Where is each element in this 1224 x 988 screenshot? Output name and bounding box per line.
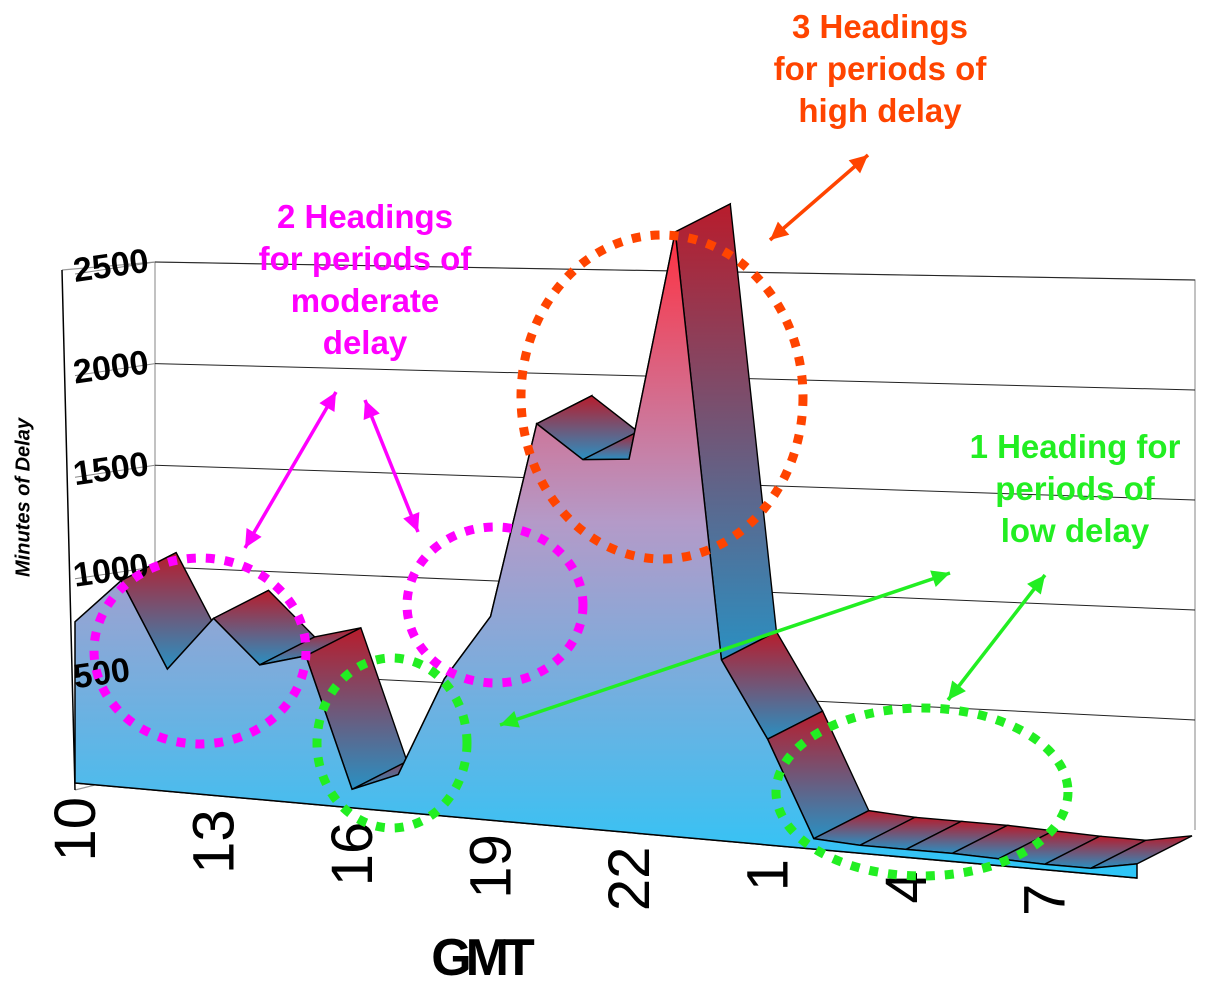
- y-tick-label: 2000: [71, 343, 151, 391]
- y-axis-label: Minutes of Delay: [13, 398, 36, 598]
- x-tick-label: 7: [1013, 884, 1078, 916]
- arrowhead: [948, 680, 966, 700]
- x-tick-label: 19: [459, 834, 524, 899]
- arrowhead: [1027, 575, 1045, 595]
- low-delay-arrow-2: [948, 575, 1045, 700]
- x-tick-label: 13: [182, 809, 247, 874]
- annotation-moderate-line: delay: [195, 322, 535, 364]
- moderate-delay-arrow-1: [245, 392, 336, 548]
- annotation-moderate-line: for periods of: [195, 238, 535, 280]
- annotation-low-line: low delay: [925, 510, 1224, 552]
- moderate-delay-arrow-2: [365, 400, 418, 532]
- annotation-low-delay: 1 Heading for periods of low delay: [925, 426, 1224, 552]
- annotation-moderate-delay: 2 Headings for periods of moderate delay: [195, 196, 535, 364]
- x-tick-label: 22: [597, 847, 662, 912]
- annotation-low-line: periods of: [925, 468, 1224, 510]
- high-delay-arrow: [770, 155, 868, 240]
- annotation-low-line: 1 Heading for: [925, 426, 1224, 468]
- annotation-moderate-line: 2 Headings: [195, 196, 535, 238]
- x-tick-label: 16: [320, 822, 385, 887]
- annotation-moderate-line: moderate: [195, 280, 535, 322]
- x-tick-label: 10: [43, 797, 108, 862]
- arrowhead: [930, 571, 950, 587]
- y-tick-label: 2500: [71, 242, 151, 290]
- annotation-high-line: high delay: [720, 90, 1040, 132]
- annotation-high-line: for periods of: [720, 48, 1040, 90]
- x-axis-label: GMT: [380, 928, 580, 988]
- annotation-high-line: 3 Headings: [720, 6, 1040, 48]
- y-tick-label: 1500: [71, 445, 151, 493]
- y-axis-line: [62, 270, 75, 790]
- x-tick-label: 1: [736, 859, 801, 891]
- annotation-high-delay: 3 Headings for periods of high delay: [720, 6, 1040, 132]
